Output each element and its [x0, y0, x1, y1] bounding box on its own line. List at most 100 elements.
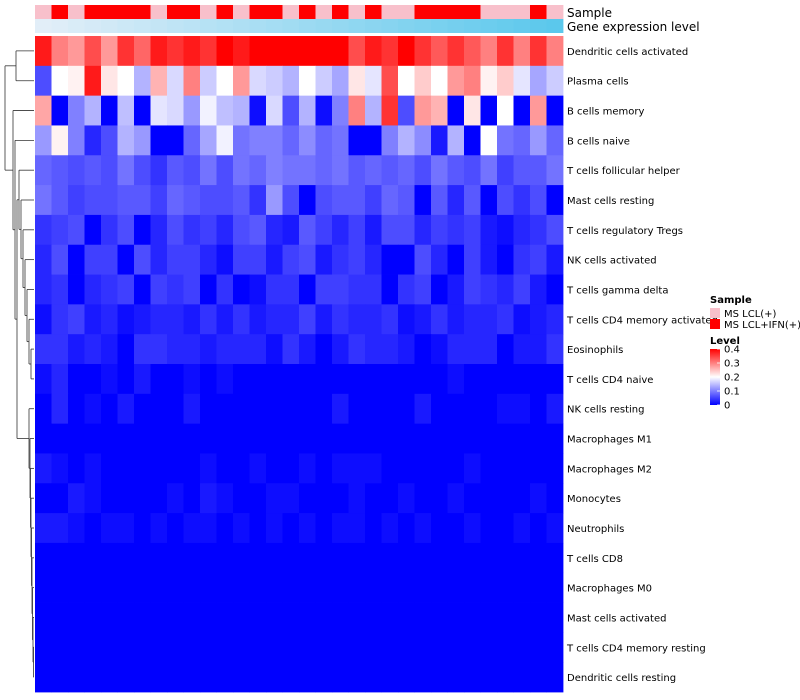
- heatmap-cell: [299, 572, 316, 603]
- heatmap-cell: [348, 423, 366, 454]
- sample-track-cell: [84, 5, 102, 19]
- heatmap-cell: [35, 304, 52, 335]
- row-label: B cells memory: [567, 107, 644, 118]
- heatmap-cell: [398, 483, 415, 514]
- heatmap-cell: [546, 274, 564, 305]
- heatmap-cell: [431, 155, 448, 186]
- heatmap-cell: [332, 393, 349, 425]
- heatmap-cell: [530, 602, 547, 633]
- heatmap-cell: [348, 95, 366, 126]
- heatmap-cell: [117, 155, 135, 186]
- heatmap-cell: [414, 65, 432, 97]
- heatmap-cell: [101, 602, 118, 633]
- heatmap-cell: [530, 244, 547, 275]
- heatmap-cell: [414, 334, 432, 365]
- heatmap-cell: [117, 274, 135, 305]
- heatmap-cell: [200, 393, 217, 425]
- heatmap-cell: [35, 185, 52, 216]
- heatmap-cell: [200, 95, 217, 126]
- heatmap-cell: [464, 542, 481, 574]
- sample-annotation-track: [35, 5, 564, 19]
- heatmap-cell: [216, 274, 234, 305]
- heatmap-cell: [513, 214, 531, 246]
- heatmap-cell: [51, 244, 69, 275]
- heatmap-cell: [480, 483, 498, 514]
- heatmap-cell: [299, 36, 316, 67]
- expression-track-cell: [51, 19, 69, 33]
- heatmap-cell: [183, 662, 201, 693]
- heatmap-cell: [365, 304, 382, 335]
- legend-label-ms-lcl-ifn: MS LCL+IFN(+): [724, 320, 800, 331]
- heatmap-cell: [497, 65, 514, 97]
- heatmap-cell: [200, 453, 217, 484]
- heatmap-cell: [315, 334, 333, 365]
- heatmap-cell: [200, 483, 217, 514]
- heatmap-cell: [117, 125, 135, 156]
- heatmap-cell: [84, 453, 102, 484]
- heatmap-cell: [249, 393, 267, 425]
- heatmap-cell: [546, 125, 564, 156]
- heatmap-cell: [497, 513, 514, 544]
- heatmap-cell: [101, 542, 118, 574]
- heatmap-cell: [134, 364, 151, 395]
- heatmap-cell: [315, 572, 333, 603]
- sample-track-cell: [266, 5, 283, 19]
- heatmap-cell: [249, 334, 267, 365]
- heatmap-cell: [447, 36, 465, 67]
- legend-label-ms-lcl: MS LCL(+): [724, 309, 777, 320]
- heatmap-cell: [167, 423, 184, 454]
- heatmap-cell: [464, 95, 481, 126]
- heatmap-cell: [233, 542, 250, 574]
- heatmap-cell: [134, 602, 151, 633]
- heatmap-cell: [398, 572, 415, 603]
- heatmap-cell: [51, 542, 69, 574]
- heatmap-cell: [464, 423, 481, 454]
- heatmap-cell: [167, 36, 184, 67]
- sample-track-cell: [431, 5, 448, 19]
- heatmap-cell: [233, 393, 250, 425]
- heatmap-cell: [513, 125, 531, 156]
- heatmap-cell: [315, 95, 333, 126]
- heatmap-cell: [497, 602, 514, 633]
- heatmap-cell: [398, 364, 415, 395]
- heatmap-cell: [398, 95, 415, 126]
- heatmap-cell: [51, 36, 69, 67]
- heatmap-cell: [150, 632, 168, 663]
- heatmap-cell: [266, 244, 283, 275]
- heatmap-cell: [447, 572, 465, 603]
- heatmap-cell: [134, 453, 151, 484]
- heatmap-cell: [51, 214, 69, 246]
- sample-track-label: Sample: [567, 6, 612, 20]
- heatmap-cell: [530, 483, 547, 514]
- heatmap-cell: [249, 364, 267, 395]
- heatmap-cell: [414, 364, 432, 395]
- heatmap-cell: [546, 334, 564, 365]
- heatmap-cell: [249, 125, 267, 156]
- heatmap-cell: [233, 274, 250, 305]
- heatmap-cell: [200, 632, 217, 663]
- heatmap-cell: [216, 334, 234, 365]
- heatmap-cell: [134, 155, 151, 186]
- row-label: NK cells activated: [567, 256, 657, 267]
- heatmap-cell: [200, 36, 217, 67]
- heatmap-cell: [332, 423, 349, 454]
- heatmap-cell: [266, 662, 283, 693]
- heatmap-cell: [68, 513, 85, 544]
- heatmap-cell: [233, 662, 250, 693]
- level-colorbar: [710, 349, 720, 405]
- heatmap-cell: [530, 572, 547, 603]
- row-label: Macrophages M1: [567, 435, 652, 446]
- heatmap-cell: [398, 513, 415, 544]
- heatmap-cell: [84, 155, 102, 186]
- expression-track-cell: [513, 19, 531, 33]
- heatmap-cell: [216, 95, 234, 126]
- heatmap-cell: [530, 274, 547, 305]
- heatmap-cell: [513, 542, 531, 574]
- heatmap-cell: [249, 572, 267, 603]
- expression-track-cell: [266, 19, 283, 33]
- heatmap-cell: [84, 364, 102, 395]
- heatmap-cell: [497, 662, 514, 693]
- sample-track-cell: [51, 5, 69, 19]
- heatmap-cell: [480, 36, 498, 67]
- heatmap-cell: [266, 274, 283, 305]
